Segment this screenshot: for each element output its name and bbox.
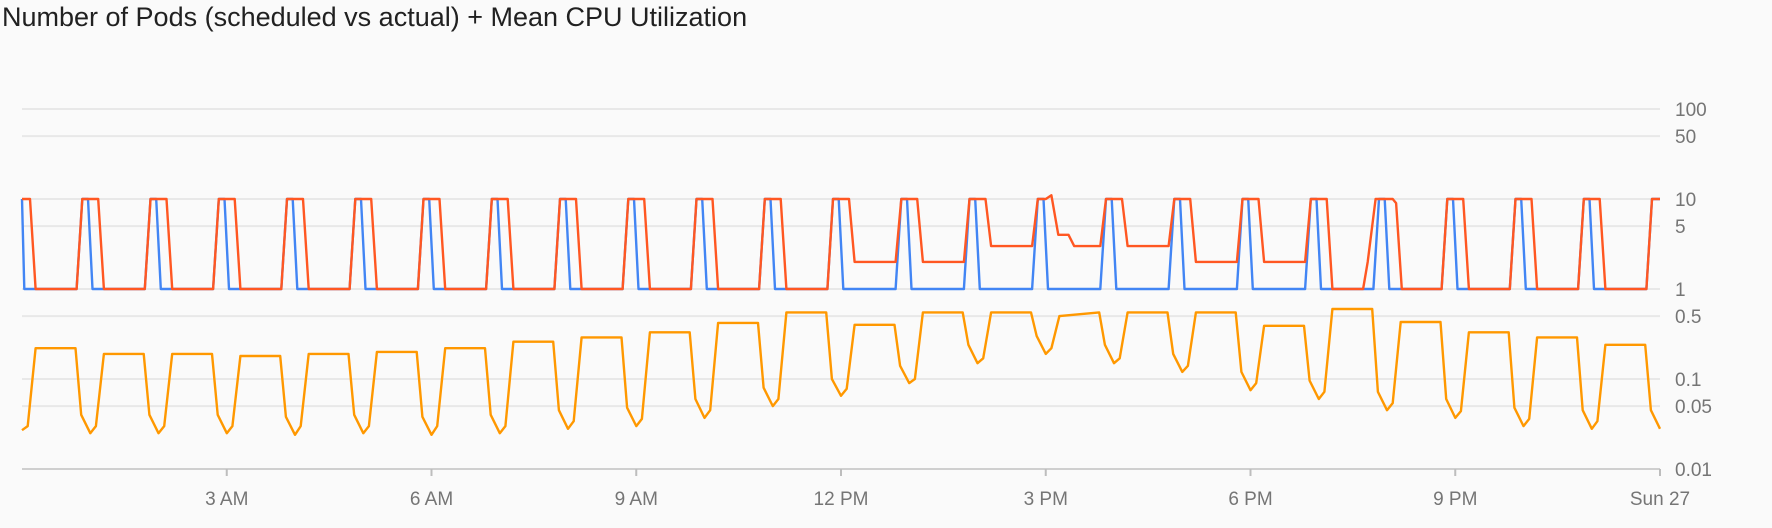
chart-title: Number of Pods (scheduled vs actual) + M… xyxy=(2,2,748,32)
x-tick-label: 12 PM xyxy=(814,489,869,510)
x-tick-label: 6 AM xyxy=(410,489,453,510)
y-tick-label: 100 xyxy=(1675,100,1707,121)
series-line-0 xyxy=(20,197,1660,291)
y-tick-label: 0.5 xyxy=(1675,307,1701,328)
x-tick-label: 9 AM xyxy=(615,489,658,510)
y-tick-label: 0.01 xyxy=(1675,460,1712,481)
x-tick-label: Sun 27 xyxy=(1630,489,1690,510)
y-tick-label: 10 xyxy=(1675,190,1696,211)
y-axis: 100 50 10 5 1 0.5 0.1 0.05 0.01 xyxy=(1675,100,1712,481)
y-tick-label: 5 xyxy=(1675,217,1686,238)
y-tick-label: 50 xyxy=(1675,127,1696,148)
x-tick-label: 3 AM xyxy=(205,489,248,510)
x-tick-label: 3 PM xyxy=(1024,489,1068,510)
y-tick-label: 0.1 xyxy=(1675,370,1701,391)
series-line-1 xyxy=(22,194,1660,291)
series-lines xyxy=(20,194,1662,436)
x-tick-label: 9 PM xyxy=(1433,489,1477,510)
y-tick-label: 0.05 xyxy=(1675,397,1712,418)
y-tick-label: 1 xyxy=(1675,280,1686,301)
x-axis: 3 AM 6 AM 9 AM 12 PM 3 PM 6 PM 9 PM Sun 27 xyxy=(205,469,1690,510)
x-tick-label: 6 PM xyxy=(1228,489,1272,510)
series-line-2 xyxy=(21,307,1662,436)
